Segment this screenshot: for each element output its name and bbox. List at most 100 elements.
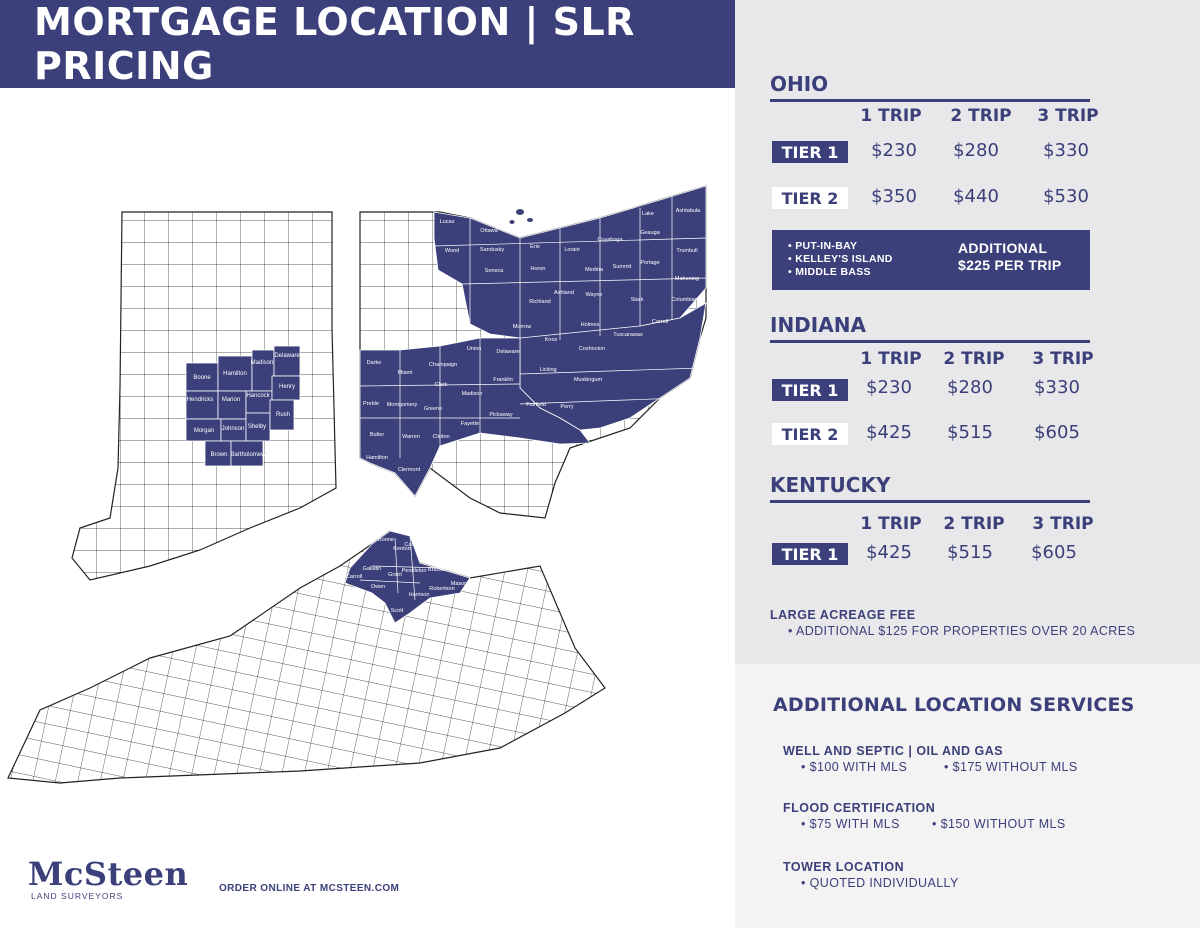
county-label: Pickaway bbox=[489, 412, 512, 418]
county-label: Lake bbox=[642, 211, 654, 217]
indiana-shaded-counties bbox=[185, 345, 301, 467]
large-acreage-note: • ADDITIONAL $125 FOR PROPERTIES OVER 20… bbox=[788, 624, 1136, 638]
county-label: Columbiana bbox=[671, 297, 701, 303]
ohio-tier2-price-3: $530 bbox=[1043, 186, 1089, 207]
island-item: • MIDDLE BASS bbox=[788, 266, 871, 278]
county-label: Knox bbox=[545, 337, 558, 343]
lake-erie-islands bbox=[509, 209, 533, 224]
county-label: Delaware bbox=[496, 349, 519, 355]
county-label: Fayette bbox=[461, 421, 479, 427]
ohio-labels: Lucas Ottawa Wood Sandusky Erie Lorain C… bbox=[363, 208, 702, 473]
indiana-col-3: 3 TRIP bbox=[1032, 349, 1094, 369]
flood-title: FLOOD CERTIFICATION bbox=[783, 801, 936, 815]
county-label: Clinton bbox=[432, 434, 449, 440]
flood-item-2: • $150 WITHOUT MLS bbox=[932, 817, 1066, 831]
county-label: Kenton bbox=[393, 546, 410, 552]
ohio-tier1-label: TIER 1 bbox=[772, 141, 848, 163]
county-label: Bracken bbox=[428, 567, 448, 573]
county-label: Hamilton bbox=[366, 455, 388, 461]
county-label: Gallatin bbox=[363, 566, 382, 572]
title-bar: MORTGAGE LOCATION | SLR PRICING bbox=[0, 0, 735, 88]
county-label: Perry bbox=[560, 404, 573, 410]
county-label: Greene bbox=[424, 406, 442, 412]
county-label: Harrison bbox=[409, 592, 430, 598]
county-label: Hancock bbox=[246, 393, 270, 399]
services-panel bbox=[735, 664, 1200, 928]
ohio-map: Lucas Ottawa Wood Sandusky Erie Lorain C… bbox=[359, 185, 707, 519]
ohio-tier2-price-1: $350 bbox=[871, 186, 917, 207]
county-label: Marion bbox=[222, 397, 240, 403]
indiana-divider bbox=[770, 340, 1090, 343]
kentucky-divider bbox=[770, 500, 1090, 503]
county-label: Carroll bbox=[346, 574, 362, 580]
islands-list: • PUT-IN-BAY • KELLEY'S ISLAND • MIDDLE … bbox=[788, 240, 893, 279]
islands-note-line1: ADDITIONAL bbox=[958, 240, 1048, 256]
ohio-heading: OHIO bbox=[770, 72, 829, 96]
well-septic-item-1: • $100 WITH MLS bbox=[801, 760, 908, 774]
kentucky-tier1-price-3: $605 bbox=[1031, 542, 1077, 563]
county-map-svg: Boone Hamilton Madison Delaware Hendrick… bbox=[7, 185, 707, 784]
county-label: Lucas bbox=[440, 219, 455, 225]
indiana-tier1-price-3: $330 bbox=[1034, 377, 1080, 398]
island-item: • KELLEY'S ISLAND bbox=[788, 253, 893, 265]
county-label: Butler bbox=[370, 432, 385, 438]
ohio-shaded-borders bbox=[359, 194, 707, 458]
county-label: Scott bbox=[391, 608, 404, 614]
county-label: Robertson bbox=[429, 586, 454, 592]
county-label: Trumbull bbox=[676, 248, 697, 254]
indiana-tier2-price-2: $515 bbox=[947, 422, 993, 443]
county-label: Mahoning bbox=[675, 276, 699, 282]
county-label: Miami bbox=[398, 370, 413, 376]
kentucky-shaded-borders bbox=[359, 535, 446, 601]
county-label: Boone bbox=[193, 375, 211, 381]
county-label: Pendleton bbox=[402, 568, 427, 574]
company-logo-subtitle: LAND SURVEYORS bbox=[31, 891, 124, 901]
islands-surcharge-box: • PUT-IN-BAY • KELLEY'S ISLAND • MIDDLE … bbox=[772, 230, 1090, 290]
county-label: Brown bbox=[210, 452, 227, 458]
county-label: Union bbox=[467, 346, 481, 352]
county-label: Clermont bbox=[398, 467, 421, 473]
county-label: Licking bbox=[539, 367, 556, 373]
indiana-labels: Boone Hamilton Madison Delaware Hendrick… bbox=[187, 353, 301, 458]
tower-title: TOWER LOCATION bbox=[783, 860, 905, 874]
county-label: Medina bbox=[585, 267, 604, 273]
county-label: Lorain bbox=[564, 247, 579, 253]
county-label: Hamilton bbox=[223, 371, 247, 377]
indiana-tier1-price-2: $280 bbox=[947, 377, 993, 398]
ohio-tier1-price-1: $230 bbox=[871, 140, 917, 161]
county-label: Champaign bbox=[429, 362, 457, 368]
ohio-col-3: 3 TRIP bbox=[1037, 106, 1099, 126]
islands-surcharge-note: ADDITIONAL $225 PER TRIP bbox=[958, 240, 1062, 274]
coverage-map: Boone Hamilton Madison Delaware Hendrick… bbox=[0, 88, 735, 848]
company-logo: McSteen bbox=[28, 855, 189, 893]
ohio-col-1: 1 TRIP bbox=[860, 106, 922, 126]
county-label: Ashtabula bbox=[676, 208, 701, 214]
page-title: MORTGAGE LOCATION | SLR PRICING bbox=[34, 0, 635, 88]
kentucky-shaded-counties bbox=[344, 530, 471, 624]
islands-note-line2: $225 PER TRIP bbox=[958, 257, 1062, 273]
order-online-text: ORDER ONLINE AT MCSTEEN.COM bbox=[219, 883, 400, 894]
kentucky-col-1: 1 TRIP bbox=[860, 514, 922, 534]
county-label: Holmes bbox=[581, 322, 600, 328]
indiana-col-1: 1 TRIP bbox=[860, 349, 922, 369]
county-label: Montgomery bbox=[387, 402, 418, 408]
county-label: Huron bbox=[531, 266, 546, 272]
county-label: Madison bbox=[251, 360, 274, 366]
ohio-tier1-price-3: $330 bbox=[1043, 140, 1089, 161]
county-label: Owen bbox=[371, 584, 385, 590]
well-septic-title: WELL AND SEPTIC | OIL AND GAS bbox=[783, 744, 1004, 758]
county-label: Ottawa bbox=[480, 228, 498, 234]
county-label: Fairfield bbox=[526, 402, 546, 408]
kentucky-heading: KENTUCKY bbox=[770, 473, 891, 497]
county-label: Clark bbox=[435, 382, 448, 388]
county-label: Erie bbox=[530, 244, 540, 250]
county-label: Johnson bbox=[222, 426, 245, 432]
county-label: Campbell bbox=[404, 542, 427, 548]
county-label: Summit bbox=[613, 264, 632, 270]
kentucky-col-2: 2 TRIP bbox=[943, 514, 1005, 534]
county-label: Morrow bbox=[513, 324, 531, 330]
county-label: Muskingum bbox=[574, 377, 603, 383]
county-label: Franklin bbox=[493, 377, 513, 383]
county-label: Seneca bbox=[485, 268, 505, 274]
county-label: Carroll bbox=[652, 319, 668, 325]
